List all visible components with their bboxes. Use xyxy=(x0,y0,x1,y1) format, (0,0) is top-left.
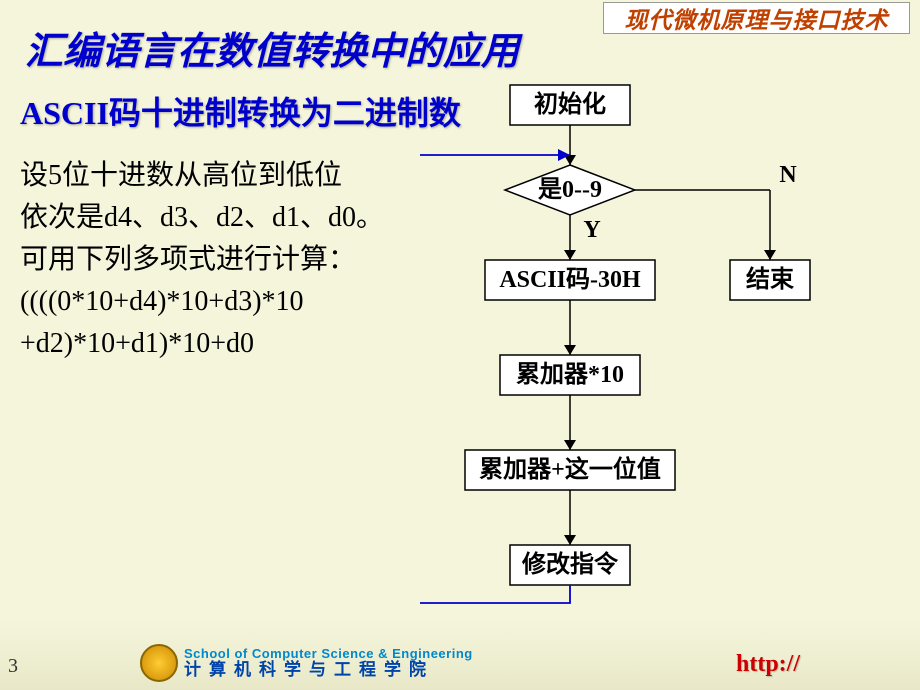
logo-text: School of Computer Science & Engineering… xyxy=(184,647,473,678)
svg-text:Y: Y xyxy=(583,217,600,243)
svg-text:ASCII码-30H: ASCII码-30H xyxy=(499,267,641,293)
body-line: 可用下列多项式进行计算： xyxy=(20,239,420,281)
svg-text:累加器*10: 累加器*10 xyxy=(516,361,624,388)
topbar-text: 现代微机原理与接口技术 xyxy=(625,1,889,35)
body-line: ((((0*10+d4)*10+d3)*10 xyxy=(20,281,420,323)
svg-text:是0--9: 是0--9 xyxy=(538,177,602,203)
topbar: 现代微机原理与接口技术 xyxy=(603,2,910,34)
logo-icon xyxy=(140,644,178,682)
body-line: +d2)*10+d1)*10+d0 xyxy=(20,323,420,365)
page-title: 汇编语言在数值转换中的应用 xyxy=(25,20,519,75)
body-text: 设5位十进数从高位到低位 依次是d4、d3、d2、d1、d0。 可用下列多项式进… xyxy=(20,155,420,365)
body-line: 设5位十进数从高位到低位 xyxy=(20,155,420,197)
body-line: 依次是d4、d3、d2、d1、d0。 xyxy=(20,197,420,239)
flowchart: 初始化是0--9 ASCII码-30H 结束累加器*10 累加器+这一位值修改指令 Y N xyxy=(420,75,900,635)
footer-http: http:// xyxy=(736,651,800,678)
svg-text:N: N xyxy=(779,162,797,188)
svg-text:累加器+这一位值: 累加器+这一位值 xyxy=(479,455,661,483)
logo-english: School of Computer Science & Engineering xyxy=(184,647,473,661)
page-number: 3 xyxy=(8,655,18,678)
page-subtitle: ASCII码十进制转换为二进制数 xyxy=(20,88,461,134)
logo-chinese: 计算机科学与工程学院 xyxy=(184,661,473,679)
svg-text:修改指令: 修改指令 xyxy=(521,550,619,578)
svg-text:结束: 结束 xyxy=(746,266,795,293)
footer-logo: School of Computer Science & Engineering… xyxy=(140,644,473,682)
svg-text:初始化: 初始化 xyxy=(534,90,606,118)
